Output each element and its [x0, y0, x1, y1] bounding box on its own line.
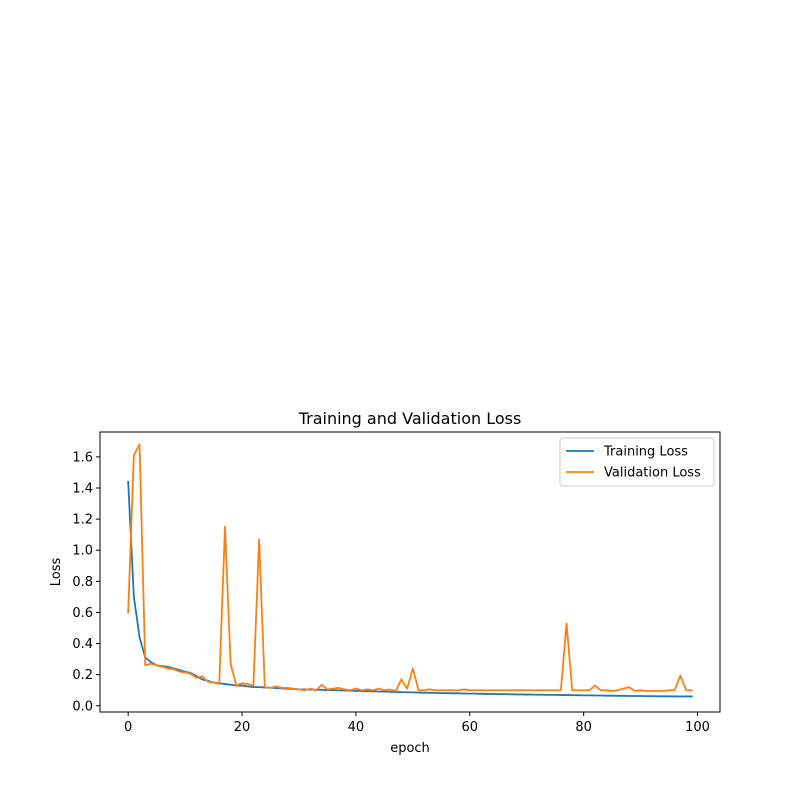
legend: Training Loss Validation Loss [559, 437, 715, 487]
x-tick-label: 20 [234, 720, 251, 735]
y-tick-label: 0.8 [72, 575, 93, 590]
y-tick-label: 0.6 [72, 606, 93, 621]
tick-layer: 0 20 40 60 80 100 0.0 0.2 0.4 0.6 0.8 1.0 1.2 1.4 1.6 [72, 450, 710, 735]
x-axis-label: epoch [390, 741, 430, 756]
series-layer [127, 443, 693, 698]
y-axis-label: Loss [49, 558, 64, 587]
plot-frame [99, 431, 721, 713]
y-tick-label: 1.0 [72, 544, 93, 559]
series-line-training-loss [127, 480, 693, 698]
x-tick-label: 60 [462, 720, 479, 735]
y-tick-label: 0.2 [72, 668, 93, 683]
x-tick-label: 80 [575, 720, 592, 735]
x-tick-label: 40 [348, 720, 365, 735]
y-tick-label: 1.4 [72, 482, 93, 497]
y-tick-label: 0.4 [72, 637, 93, 652]
series-line-validation-loss [127, 443, 693, 692]
legend-box [559, 437, 715, 487]
x-tick-label: 100 [685, 720, 710, 735]
legend-label: Validation Loss [604, 466, 701, 481]
y-tick-label: 0.0 [72, 699, 93, 714]
y-tick-label: 1.6 [72, 450, 93, 465]
y-tick-label: 1.2 [72, 513, 93, 528]
x-tick-label: 0 [124, 720, 132, 735]
legend-label: Training Loss [603, 445, 688, 460]
chart-title: Training and Validation Loss [298, 409, 522, 428]
